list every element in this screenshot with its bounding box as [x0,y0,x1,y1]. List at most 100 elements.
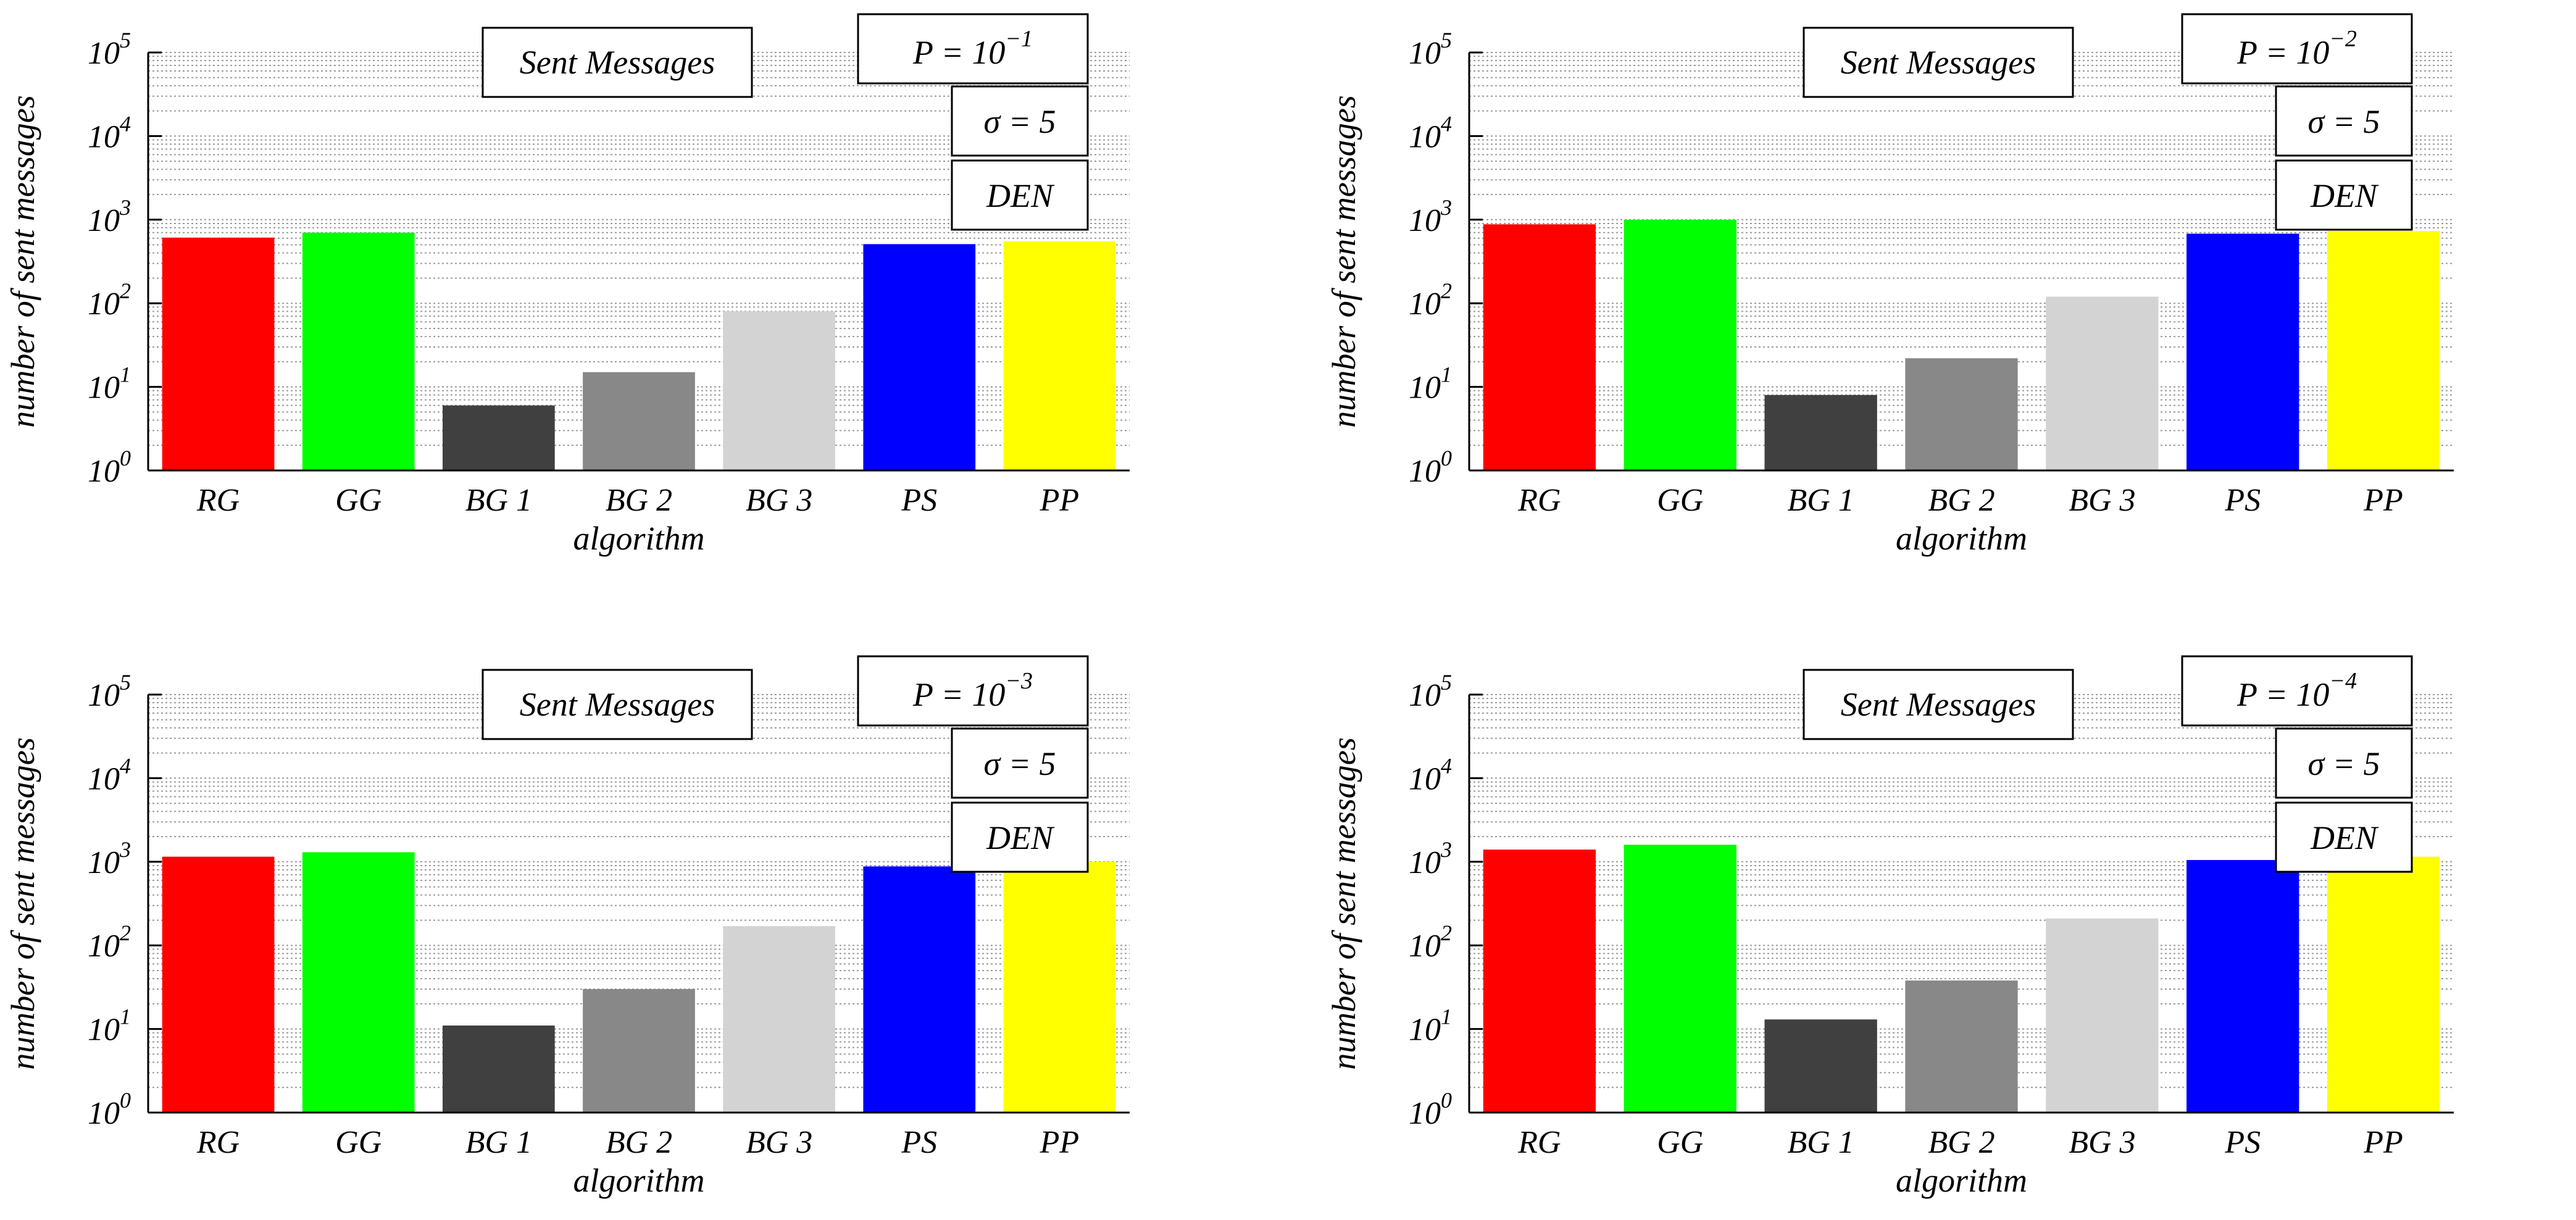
den-box [2275,159,2413,231]
bar-bg-2 [583,372,695,470]
chart-panel-4: 100 101 102 103 104 105 RG GG BG 1 BG 2 BG 3 PS PP al… [1325,655,2454,1199]
bar-bg-3 [723,311,835,470]
y-tick-label: 105 [88,670,131,713]
bar-rg [162,856,275,1113]
bar-bg-3 [723,925,835,1113]
sigma-box [2275,85,2413,157]
x-tick-label: PS [901,483,937,518]
x-tick-label: PS [901,1125,937,1160]
chart-title: Sent Messages [520,686,715,723]
x-tick-label: GG [335,1125,381,1160]
bar-gg [302,852,415,1113]
sigma-box [951,727,1089,799]
x-tick-label: BG 1 [1787,1125,1854,1160]
y-tick-label: 105 [88,28,131,71]
bar-rg [1483,224,1596,470]
chart-panel-3: 100 101 102 103 104 105 RG GG BG 1 BG 2 BG 3 PS PP al… [4,655,1130,1199]
y-tick-label: 101 [1409,362,1452,406]
x-tick-label: BG 3 [746,483,812,518]
sigma-label: σ = 5 [2307,745,2380,782]
x-tick-label: PP [1040,483,1080,518]
x-axis-label: algorithm [1896,1162,2027,1199]
y-tick-label: 101 [1409,1005,1452,1048]
chart-panel-2: 100 101 102 103 104 105 RG GG BG 1 BG 2 BG 3 PS PP al… [1325,13,2454,557]
bar-bg-2 [1905,358,2018,470]
y-tick-label: 103 [1409,837,1452,880]
den-box [2275,801,2413,873]
bar-gg [1624,219,1736,470]
sigma-box [951,85,1089,157]
x-tick-label: BG 3 [2069,483,2135,518]
y-tick-label: 101 [88,1005,131,1048]
x-axis-label: algorithm [1896,520,2027,557]
y-tick-label: 103 [1409,195,1452,238]
y-tick-label: 100 [1409,446,1452,489]
x-tick-label: BG 2 [606,1125,672,1160]
chart-title: Sent Messages [1841,686,2036,723]
chart-title: Sent Messages [520,44,715,81]
p-value-box [2181,655,2413,727]
sigma-box [2275,727,2413,799]
y-tick-label: 104 [1409,753,1452,796]
bar-gg [1624,845,1736,1113]
x-tick-label: RG [196,1125,240,1160]
bar-pp [1003,861,1116,1113]
y-axis-label: number of sent messages [4,737,41,1069]
x-tick-label: RG [1517,483,1561,518]
x-tick-label: PP [1040,1125,1080,1160]
y-tick-label: 103 [88,837,131,880]
y-tick-label: 104 [88,111,131,154]
x-axis-label: algorithm [573,520,704,557]
x-tick-label: BG 2 [606,483,672,518]
bar-bg-2 [1905,980,2018,1113]
sigma-label: σ = 5 [983,745,1056,782]
title-box [1803,669,2074,740]
den-label: DEN [986,177,1055,214]
title-box [481,669,753,740]
bar-ps [863,866,976,1113]
x-axis-label: algorithm [573,1162,704,1199]
x-tick-label: GG [1657,483,1703,518]
bar-rg [1483,850,1596,1113]
x-tick-label: BG 3 [746,1125,812,1160]
y-tick-label: 100 [88,446,131,489]
x-tick-label: BG 3 [2069,1125,2135,1160]
x-tick-label: BG 1 [465,483,532,518]
p-value-box [857,655,1089,727]
x-tick-label: RG [1517,1125,1561,1160]
title-box [1803,27,2074,98]
bar-bg-1 [1764,395,1877,470]
den-label: DEN [986,819,1055,856]
y-axis-label: number of sent messages [1325,737,1362,1069]
bar-ps [2186,859,2299,1113]
y-tick-label: 102 [88,921,131,964]
x-tick-label: RG [196,483,240,518]
x-tick-label: GG [335,483,381,518]
x-tick-label: PP [2363,483,2403,518]
bar-bg-1 [1764,1019,1877,1113]
y-axis-label: number of sent messages [4,95,41,427]
bar-ps [2186,233,2299,470]
y-tick-label: 104 [88,753,131,796]
bar-bg-1 [443,405,555,470]
y-tick-label: 102 [88,278,131,322]
y-axis-label: number of sent messages [1325,95,1362,427]
p-value-box [857,13,1089,85]
y-tick-label: 102 [1409,278,1452,322]
y-tick-label: 101 [88,362,131,406]
x-tick-label: PS [2224,1125,2261,1160]
bar-bg-3 [2046,918,2159,1113]
bar-pp [1003,241,1116,470]
y-tick-label: 105 [1409,670,1452,713]
y-tick-label: 102 [1409,921,1452,964]
bar-bg-2 [583,988,695,1113]
y-tick-label: 104 [1409,111,1452,154]
den-label: DEN [2310,819,2379,856]
bar-bg-1 [443,1025,555,1113]
y-tick-label: 100 [88,1088,131,1131]
bar-ps [863,244,976,470]
x-tick-label: BG 2 [1928,483,1995,518]
x-tick-label: BG 1 [1787,483,1854,518]
y-tick-label: 105 [1409,28,1452,71]
